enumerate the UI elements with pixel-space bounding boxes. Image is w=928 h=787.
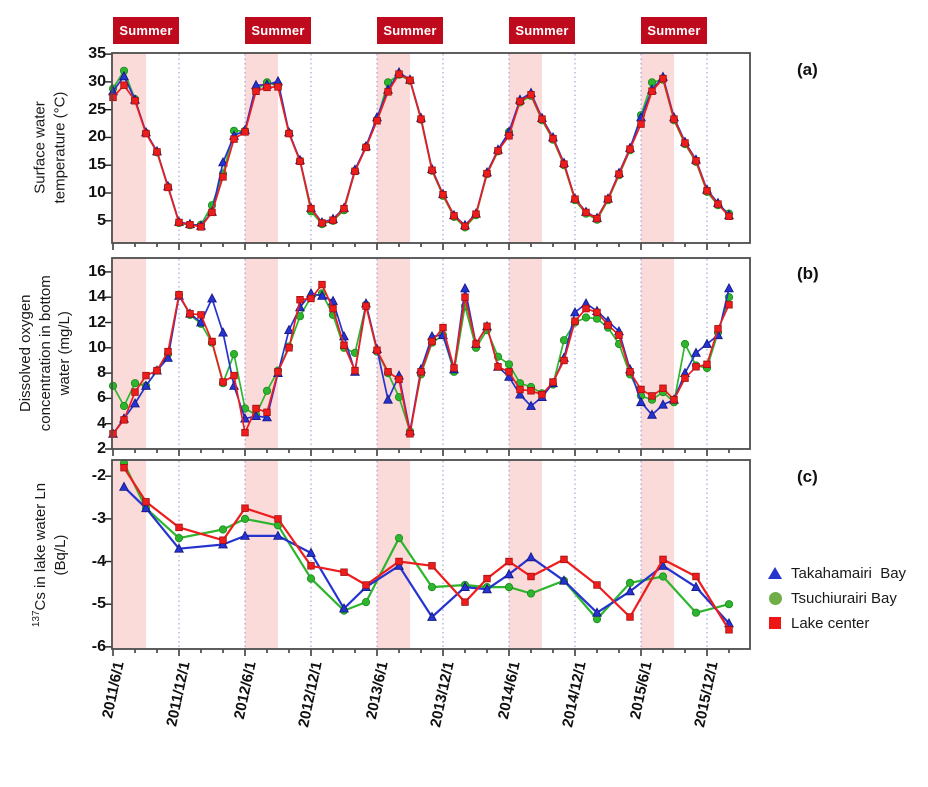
y-axis-title-line: temperature (°C)	[51, 91, 68, 204]
y-axis-title-dissolved-oxygen: Dissolved oxygen concentration in bottom…	[16, 238, 75, 468]
y-axis-title-temperature: Surface water temperature (°C)	[31, 33, 70, 263]
summer-label: Summer	[245, 17, 311, 44]
panel-label-a: (a)	[797, 60, 818, 79]
y-tick-label: 12	[88, 313, 106, 331]
cs137-superscript: 137	[31, 610, 42, 628]
panel-label-c: (c)	[797, 467, 818, 486]
y-tick-label: 35	[88, 45, 106, 63]
panel-frame-c	[111, 459, 751, 650]
y-tick-label: 14	[88, 288, 106, 306]
y-tick-label: -5	[91, 595, 106, 613]
legend-label: Tsuchiurairi Bay	[791, 589, 897, 607]
square-marker-icon	[766, 617, 784, 629]
summer-bands-panel-c	[113, 460, 674, 649]
y-tick-label: 30	[88, 72, 106, 90]
y-tick-label: 2	[97, 440, 106, 457]
series-c-tsuchiurairi-bay	[119, 459, 734, 624]
series-a-takahamairi-bay	[108, 66, 734, 230]
y-tick-label: 15	[88, 156, 106, 174]
legend-label: Lake center	[791, 614, 870, 632]
summer-label: Summer	[641, 17, 707, 44]
y-tick-label: 6	[97, 389, 106, 407]
y-axis-title-line: 137Cs in lake water Ln	[30, 440, 51, 670]
y-tick-label: -3	[91, 509, 106, 527]
legend-item-tsuchiurairi-bay: Tsuchiurairi Bay	[766, 589, 906, 607]
y-tick-label: 20	[88, 128, 106, 146]
y-tick-label: 4	[97, 414, 106, 432]
cs137-text: Cs in lake water Ln	[32, 482, 49, 611]
y-axis-title-line: concentration in bottom	[36, 275, 54, 432]
y-axis-title-cs137: 137Cs in lake water Ln (Bq/L)	[30, 440, 70, 670]
legend-label: Takahamairi Bay	[791, 564, 907, 582]
legend-item-takahamairi-bay: Takahamairi Bay	[766, 564, 907, 582]
summer-bands-panel-b	[113, 258, 674, 449]
y-axis-title-line: Dissolved oxygen	[16, 294, 34, 413]
y-tick-label: 25	[88, 100, 106, 118]
legend-item-lake-center: Lake center	[766, 614, 906, 632]
y-tick-label: 5	[97, 211, 106, 229]
y-tick-label: 16	[88, 262, 106, 280]
axis-ticks-panel-a	[105, 53, 730, 250]
summer-label: Summer	[113, 17, 179, 44]
panel-label-b: (b)	[797, 264, 819, 283]
y-tick-label: 8	[97, 364, 106, 382]
y-tick-label: -2	[91, 467, 106, 485]
series-a-lake-center	[109, 70, 733, 231]
series-b-takahamairi-bay	[108, 282, 734, 438]
series-a-tsuchiurairi-bay	[108, 66, 734, 232]
series-c-lake-center	[120, 463, 733, 634]
series-b-lake-center	[109, 280, 733, 438]
summer-label: Summer	[509, 17, 575, 44]
axis-ticks-panel-b	[105, 271, 730, 456]
y-tick-label: -4	[91, 552, 106, 570]
y-tick-label: -6	[91, 637, 106, 655]
legend: Takahamairi Bay Tsuchiurairi Bay Lake ce…	[766, 565, 906, 640]
triangle-marker-icon	[766, 567, 784, 579]
y-tick-label: 10	[88, 184, 106, 201]
panel-frame-a	[111, 52, 751, 244]
circle-marker-icon	[766, 591, 784, 605]
panel-frame-b	[111, 257, 751, 450]
y-tick-label: 10	[88, 338, 106, 356]
summer-label: Summer	[377, 17, 443, 44]
y-axis-title-line: Surface water	[31, 101, 49, 194]
